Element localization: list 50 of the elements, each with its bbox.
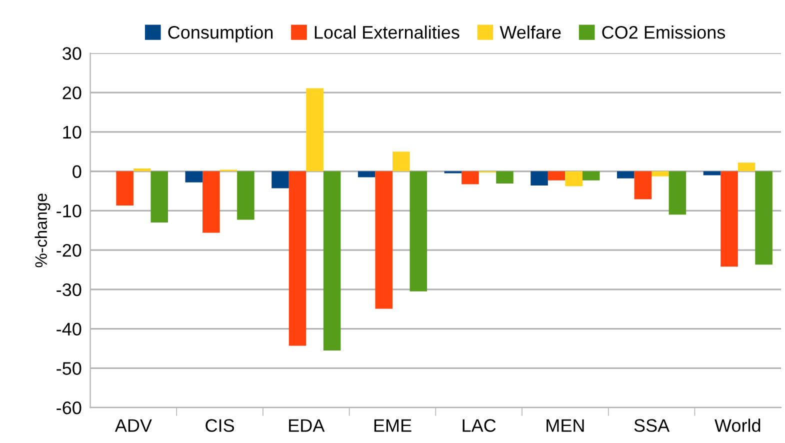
y-tick-label: -60 [56,401,82,414]
y-axis-title: %-change [34,194,50,268]
bar [358,171,376,178]
y-tick-label: -10 [56,204,82,218]
x-tick-label: ADV [114,419,152,432]
x-tick-label: LAC [462,419,496,432]
y-tick-label: 20 [62,86,82,100]
bar [738,162,756,172]
x-tick-label: CIS [206,419,234,432]
bar [306,88,324,172]
bar [462,171,479,184]
bar [237,171,254,220]
x-tick-label: SSA [634,419,670,432]
y-tick-label: -20 [56,244,82,257]
x-tick-label: EME [374,419,412,432]
bar [202,171,220,233]
bar [116,171,134,206]
bar [617,171,634,178]
legend-label: Consumption [168,25,273,42]
x-tick-label: World [714,418,760,432]
bar [410,171,428,292]
bar [392,152,410,172]
x-tick-label: MEN [546,419,584,432]
bar [375,171,392,309]
x-tick-label: EDA [289,419,325,432]
bar [272,171,289,188]
bar [652,171,669,176]
bar [323,171,341,350]
bar [548,171,566,180]
bar [634,171,652,200]
y-tick-label: 10 [63,126,82,139]
bar [565,171,582,186]
bar [755,171,772,265]
y-tick-label: 30 [62,47,82,60]
legend-label: CO2 Emissions [602,25,726,39]
bar [288,171,306,346]
y-tick-label: -50 [56,362,82,375]
bar [133,168,151,172]
bar [582,171,600,180]
bar [530,171,548,186]
y-tick-label: -40 [56,322,82,336]
bar [150,171,168,222]
bar [668,171,686,215]
legend-label: Local Externalities [314,25,460,39]
bar [185,171,203,182]
y-tick-label: -30 [56,283,82,296]
y-tick-label: 0 [72,165,82,178]
bar [496,171,514,184]
legend-label: Welfare [500,25,561,39]
bar [720,171,738,267]
